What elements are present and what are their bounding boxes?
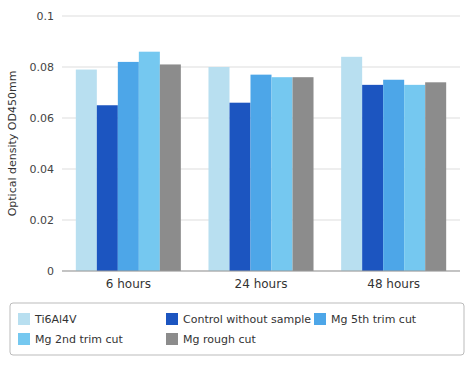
legend-label: Mg rough cut bbox=[183, 333, 256, 346]
bar bbox=[341, 57, 362, 271]
bar bbox=[425, 82, 446, 271]
bar bbox=[97, 105, 118, 271]
y-axis-label: Optical density OD450mm bbox=[6, 71, 19, 217]
grid-line bbox=[62, 16, 460, 17]
bar bbox=[404, 85, 425, 271]
legend-label: Ti6Al4V bbox=[34, 313, 77, 326]
bar bbox=[229, 103, 250, 271]
y-tick-label: 0 bbox=[47, 265, 54, 278]
bar bbox=[250, 75, 271, 271]
bar bbox=[383, 80, 404, 271]
legend: Ti6Al4V Control without sample Mg 5th trim… bbox=[10, 303, 464, 355]
grid bbox=[62, 16, 460, 271]
bar bbox=[272, 77, 293, 271]
legend-label: Mg 5th trim cut bbox=[331, 313, 417, 326]
legend-swatch bbox=[18, 333, 30, 345]
y-tick-label: 0.06 bbox=[30, 112, 55, 125]
bar bbox=[362, 85, 383, 271]
legend-label: Mg 2nd trim cut bbox=[35, 333, 124, 346]
y-tick-label: 0.04 bbox=[30, 163, 55, 176]
x-tick-label: 6 hours bbox=[106, 277, 151, 291]
y-tick-label: 0.1 bbox=[37, 10, 55, 23]
x-axis bbox=[62, 271, 460, 272]
bar bbox=[76, 70, 97, 271]
x-tick-label: 24 hours bbox=[235, 277, 288, 291]
grid-line bbox=[62, 271, 460, 272]
legend-swatch bbox=[166, 333, 178, 345]
legend-swatch bbox=[18, 313, 30, 325]
bar bbox=[160, 64, 181, 271]
y-tick-label: 0.08 bbox=[30, 61, 55, 74]
legend-frame bbox=[10, 303, 464, 355]
bar bbox=[139, 52, 160, 271]
legend-swatch bbox=[166, 313, 178, 325]
legend-label: Control without sample bbox=[183, 313, 311, 326]
chart: 0 0.02 0.04 0.06 0.08 0.1 Optical density OD45… bbox=[0, 0, 474, 367]
bar bbox=[118, 62, 139, 271]
legend-swatch bbox=[314, 313, 326, 325]
bar bbox=[208, 67, 229, 271]
y-tick-label: 0.02 bbox=[30, 214, 55, 227]
x-tick-label: 48 hours bbox=[367, 277, 420, 291]
bars bbox=[76, 52, 446, 271]
bar bbox=[293, 77, 314, 271]
